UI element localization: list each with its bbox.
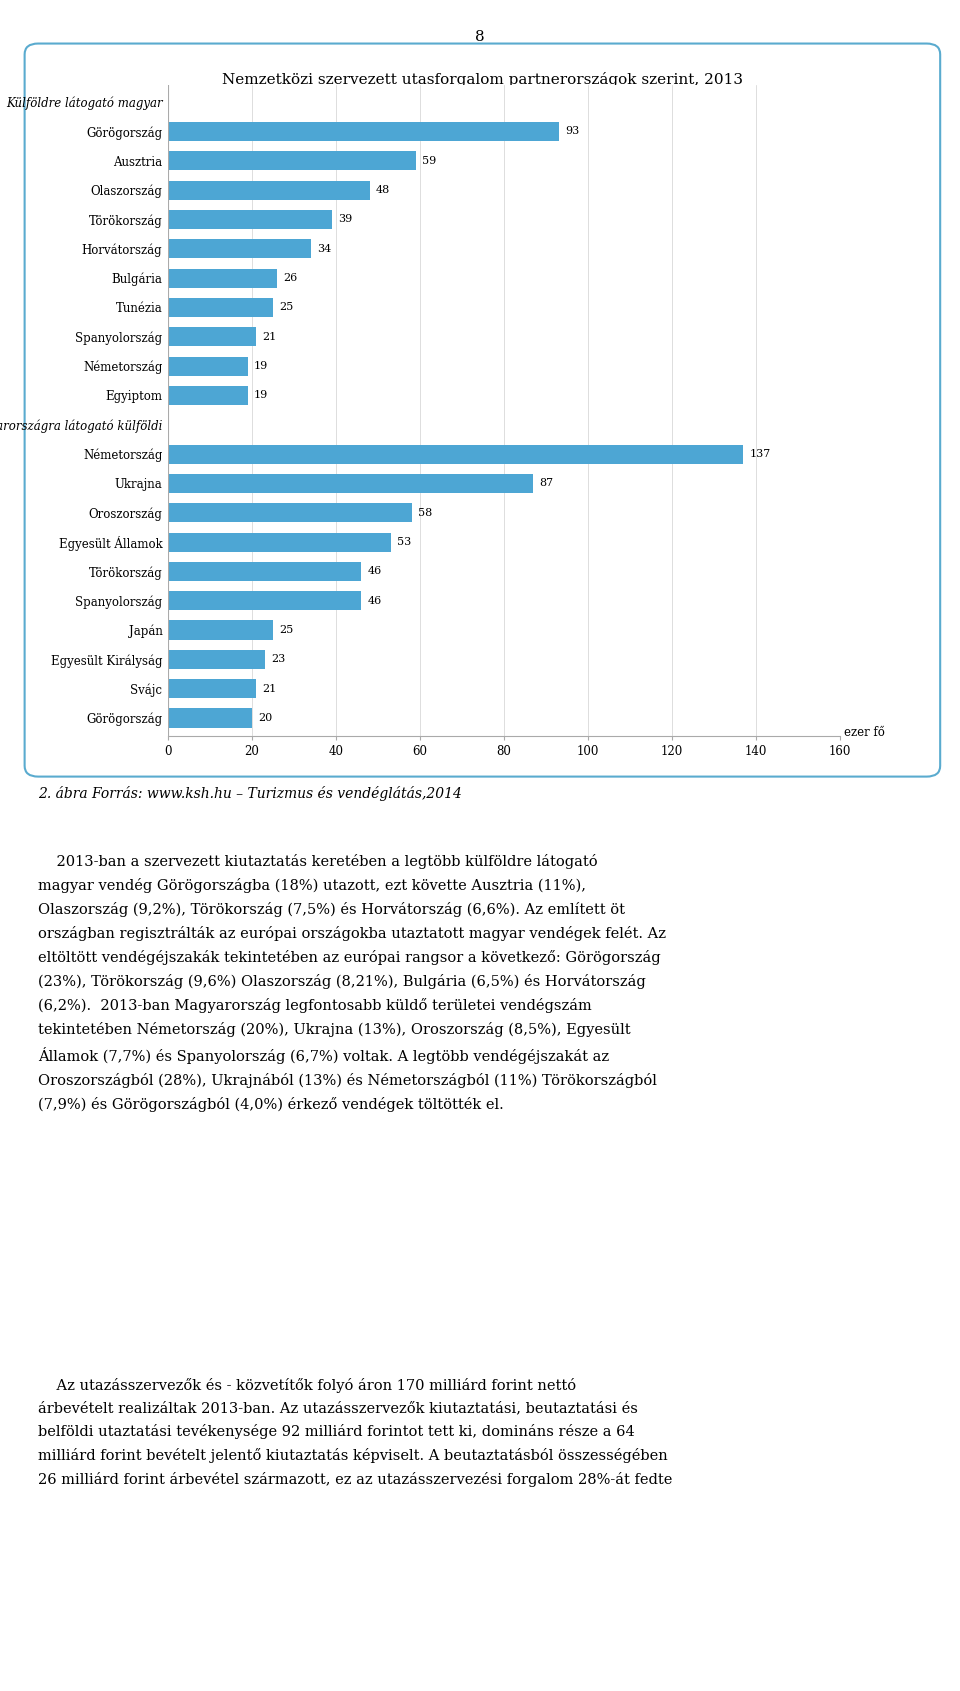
Text: ezer fő: ezer fő: [844, 725, 885, 739]
Bar: [168, 504, 412, 523]
Bar: [168, 445, 743, 463]
Text: 46: 46: [368, 595, 382, 605]
Bar: [168, 561, 361, 582]
Text: 34: 34: [317, 244, 331, 254]
Bar: [168, 150, 416, 171]
Text: 39: 39: [338, 215, 352, 225]
Bar: [168, 621, 273, 639]
Bar: [168, 649, 265, 670]
Bar: [168, 533, 391, 551]
Text: 25: 25: [279, 626, 294, 636]
Text: 21: 21: [262, 683, 276, 693]
Text: 53: 53: [396, 538, 411, 546]
Bar: [168, 298, 273, 316]
Text: Nemzetközi szervezett utasforgalom partnerországok szerint, 2013: Nemzetközi szervezett utasforgalom partn…: [222, 73, 743, 88]
Bar: [168, 269, 277, 287]
Bar: [168, 680, 256, 698]
Text: 21: 21: [262, 331, 276, 342]
Text: 59: 59: [422, 156, 437, 166]
Text: 2. ábra Forrás: www.ksh.hu – Turizmus és vendéglátás,2014: 2. ábra Forrás: www.ksh.hu – Turizmus és…: [38, 786, 463, 802]
Text: Az utazásszervezők és - közvetítők folyó áron 170 milliárd forint nettó
árbevéte: Az utazásszervezők és - közvetítők folyó…: [38, 1378, 673, 1488]
Bar: [168, 238, 311, 259]
Text: 93: 93: [564, 127, 579, 137]
Text: 87: 87: [540, 479, 554, 489]
Text: 8: 8: [475, 30, 485, 44]
FancyBboxPatch shape: [25, 44, 940, 776]
Bar: [168, 709, 252, 727]
Bar: [168, 210, 332, 228]
Bar: [168, 122, 559, 140]
Text: 46: 46: [368, 566, 382, 577]
Bar: [168, 473, 534, 492]
Bar: [168, 592, 361, 610]
Text: 26: 26: [283, 274, 298, 282]
Text: 19: 19: [254, 362, 269, 370]
Bar: [168, 357, 248, 375]
Text: 20: 20: [258, 714, 273, 724]
Bar: [168, 181, 370, 200]
Bar: [168, 328, 256, 347]
Text: 2013-ban a szervezett kiutaztatás keretében a legtöbb külföldre látogató
magyar : 2013-ban a szervezett kiutaztatás kereté…: [38, 854, 666, 1113]
Bar: [168, 386, 248, 404]
Text: 23: 23: [271, 654, 285, 665]
Text: 25: 25: [279, 303, 294, 313]
Text: 19: 19: [254, 391, 269, 401]
Text: 58: 58: [418, 507, 432, 517]
Text: 48: 48: [376, 184, 390, 194]
Text: 137: 137: [750, 450, 771, 458]
